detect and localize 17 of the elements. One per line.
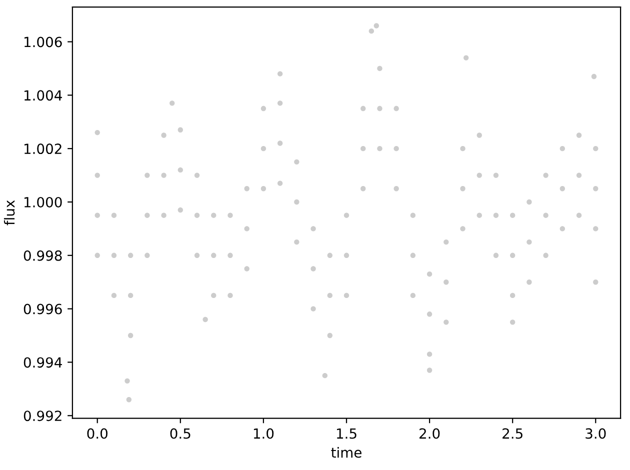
y-axis-title: flux [4, 200, 15, 226]
y-tick-label: 0.996 [24, 304, 62, 314]
x-tick-label: 1.0 [254, 428, 274, 439]
y-tick-label: 1.000 [24, 196, 62, 208]
x-tick-label: 2.5 [502, 428, 522, 439]
x-tick-label: 1.5 [336, 428, 356, 439]
x-tick-label: 0.0 [87, 428, 108, 439]
x-tick-label: 3.0 [586, 428, 606, 439]
y-tick-label: 1.006 [24, 36, 62, 48]
x-tick-label: 0.5 [170, 428, 190, 439]
x-tick-label: 2.0 [420, 428, 440, 439]
y-tick-label: 0.992 [24, 410, 62, 422]
y-tick-label: 0.998 [24, 250, 62, 261]
x-axis-title: time [331, 447, 362, 458]
y-tick-label: 1.002 [24, 144, 62, 154]
y-tick-label: 0.994 [24, 357, 62, 368]
y-tick-label: 1.004 [24, 90, 62, 101]
